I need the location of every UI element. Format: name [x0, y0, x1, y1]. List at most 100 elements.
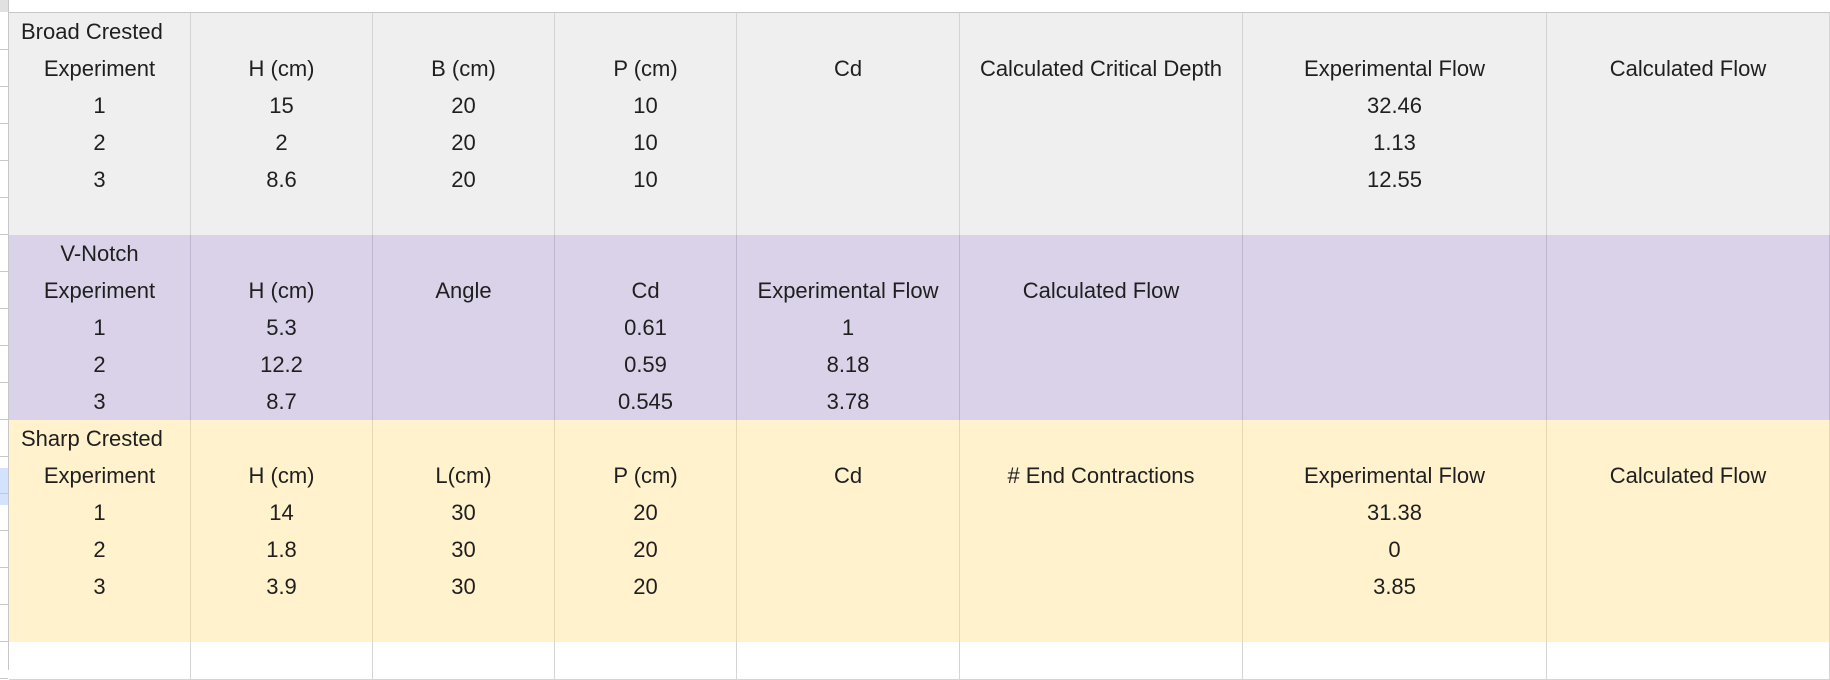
data-cell[interactable]: 2	[9, 346, 191, 384]
data-cell[interactable]: 0.61	[555, 309, 737, 347]
data-cell[interactable]: 1	[9, 87, 191, 125]
header-cell[interactable]: Cd	[737, 50, 960, 88]
cell[interactable]	[373, 420, 555, 458]
cell[interactable]	[960, 605, 1243, 643]
data-cell[interactable]: 0.59	[555, 346, 737, 384]
cell[interactable]	[960, 13, 1243, 51]
cell[interactable]	[191, 420, 373, 458]
header-cell[interactable]: Calculated Flow	[960, 272, 1243, 310]
data-cell[interactable]	[960, 568, 1243, 606]
sharp-crested-title[interactable]: Sharp Crested	[9, 420, 191, 458]
data-cell[interactable]: 1.8	[191, 531, 373, 569]
header-cell[interactable]: Cd	[555, 272, 737, 310]
data-cell[interactable]	[960, 346, 1243, 384]
data-cell[interactable]: 20	[555, 494, 737, 532]
data-cell[interactable]	[1547, 383, 1830, 421]
broad-crested-title[interactable]: Broad Crested	[9, 13, 191, 51]
cell[interactable]	[555, 420, 737, 458]
cell[interactable]	[555, 605, 737, 643]
cell[interactable]	[9, 198, 191, 236]
data-cell[interactable]	[1547, 309, 1830, 347]
data-cell[interactable]	[737, 161, 960, 199]
header-cell[interactable]	[1243, 272, 1547, 310]
data-cell[interactable]: 20	[373, 87, 555, 125]
data-cell[interactable]: 14	[191, 494, 373, 532]
v-notch-title[interactable]: V-Notch	[9, 235, 191, 273]
cell[interactable]	[1547, 642, 1830, 680]
data-cell[interactable]	[960, 87, 1243, 125]
data-cell[interactable]	[1547, 531, 1830, 569]
cell[interactable]	[960, 642, 1243, 680]
cell[interactable]	[737, 235, 960, 273]
data-cell[interactable]	[1243, 383, 1547, 421]
data-cell[interactable]	[737, 124, 960, 162]
header-cell[interactable]: Cd	[737, 457, 960, 495]
cell[interactable]	[737, 605, 960, 643]
row-header-gutter[interactable]	[0, 0, 9, 670]
cell[interactable]	[1547, 13, 1830, 51]
data-cell[interactable]	[1243, 309, 1547, 347]
cell[interactable]	[1547, 198, 1830, 236]
cell[interactable]	[9, 605, 191, 643]
cell[interactable]	[1547, 420, 1830, 458]
cell[interactable]	[191, 198, 373, 236]
data-cell[interactable]: 2	[191, 124, 373, 162]
data-cell[interactable]	[960, 124, 1243, 162]
data-cell[interactable]: 1	[9, 494, 191, 532]
cell[interactable]	[737, 13, 960, 51]
data-cell[interactable]	[373, 346, 555, 384]
data-cell[interactable]: 30	[373, 531, 555, 569]
cell[interactable]	[1547, 605, 1830, 643]
data-cell[interactable]: 3	[9, 568, 191, 606]
data-cell[interactable]: 3.85	[1243, 568, 1547, 606]
cell[interactable]	[1547, 235, 1830, 273]
data-cell[interactable]: 30	[373, 494, 555, 532]
data-cell[interactable]: 3	[9, 383, 191, 421]
cell[interactable]	[1243, 642, 1547, 680]
cell[interactable]	[1243, 605, 1547, 643]
cell[interactable]	[191, 235, 373, 273]
header-cell[interactable]: H (cm)	[191, 457, 373, 495]
header-cell[interactable]: L(cm)	[373, 457, 555, 495]
cell[interactable]	[555, 235, 737, 273]
data-cell[interactable]: 1	[9, 309, 191, 347]
data-cell[interactable]: 3.9	[191, 568, 373, 606]
header-cell[interactable]: Angle	[373, 272, 555, 310]
header-cell[interactable]: Calculated Flow	[1547, 50, 1830, 88]
header-cell[interactable]: P (cm)	[555, 50, 737, 88]
cell[interactable]	[555, 13, 737, 51]
data-cell[interactable]: 15	[191, 87, 373, 125]
data-cell[interactable]	[960, 161, 1243, 199]
cell[interactable]	[9, 642, 191, 680]
data-cell[interactable]: 12.2	[191, 346, 373, 384]
header-cell[interactable]: Calculated Critical Depth	[960, 50, 1243, 88]
cell[interactable]	[555, 642, 737, 680]
data-cell[interactable]: 20	[555, 531, 737, 569]
data-cell[interactable]: 10	[555, 161, 737, 199]
data-cell[interactable]: 1.13	[1243, 124, 1547, 162]
cell[interactable]	[191, 605, 373, 643]
data-cell[interactable]	[1547, 161, 1830, 199]
data-cell[interactable]	[960, 531, 1243, 569]
data-cell[interactable]: 30	[373, 568, 555, 606]
header-cell[interactable]: Experimental Flow	[737, 272, 960, 310]
data-cell[interactable]: 32.46	[1243, 87, 1547, 125]
header-cell[interactable]: H (cm)	[191, 50, 373, 88]
cell[interactable]	[737, 198, 960, 236]
header-cell[interactable]: Experiment	[9, 272, 191, 310]
data-cell[interactable]: 10	[555, 87, 737, 125]
cell[interactable]	[191, 642, 373, 680]
data-cell[interactable]: 12.55	[1243, 161, 1547, 199]
cell[interactable]	[373, 13, 555, 51]
data-cell[interactable]: 8.7	[191, 383, 373, 421]
cell[interactable]	[373, 235, 555, 273]
header-cell[interactable]: B (cm)	[373, 50, 555, 88]
data-cell[interactable]	[960, 309, 1243, 347]
data-cell[interactable]: 8.18	[737, 346, 960, 384]
data-cell[interactable]	[960, 494, 1243, 532]
data-cell[interactable]	[737, 568, 960, 606]
data-cell[interactable]: 31.38	[1243, 494, 1547, 532]
cell[interactable]	[1243, 13, 1547, 51]
header-cell[interactable]: Experimental Flow	[1243, 50, 1547, 88]
header-cell[interactable]: # End Contractions	[960, 457, 1243, 495]
